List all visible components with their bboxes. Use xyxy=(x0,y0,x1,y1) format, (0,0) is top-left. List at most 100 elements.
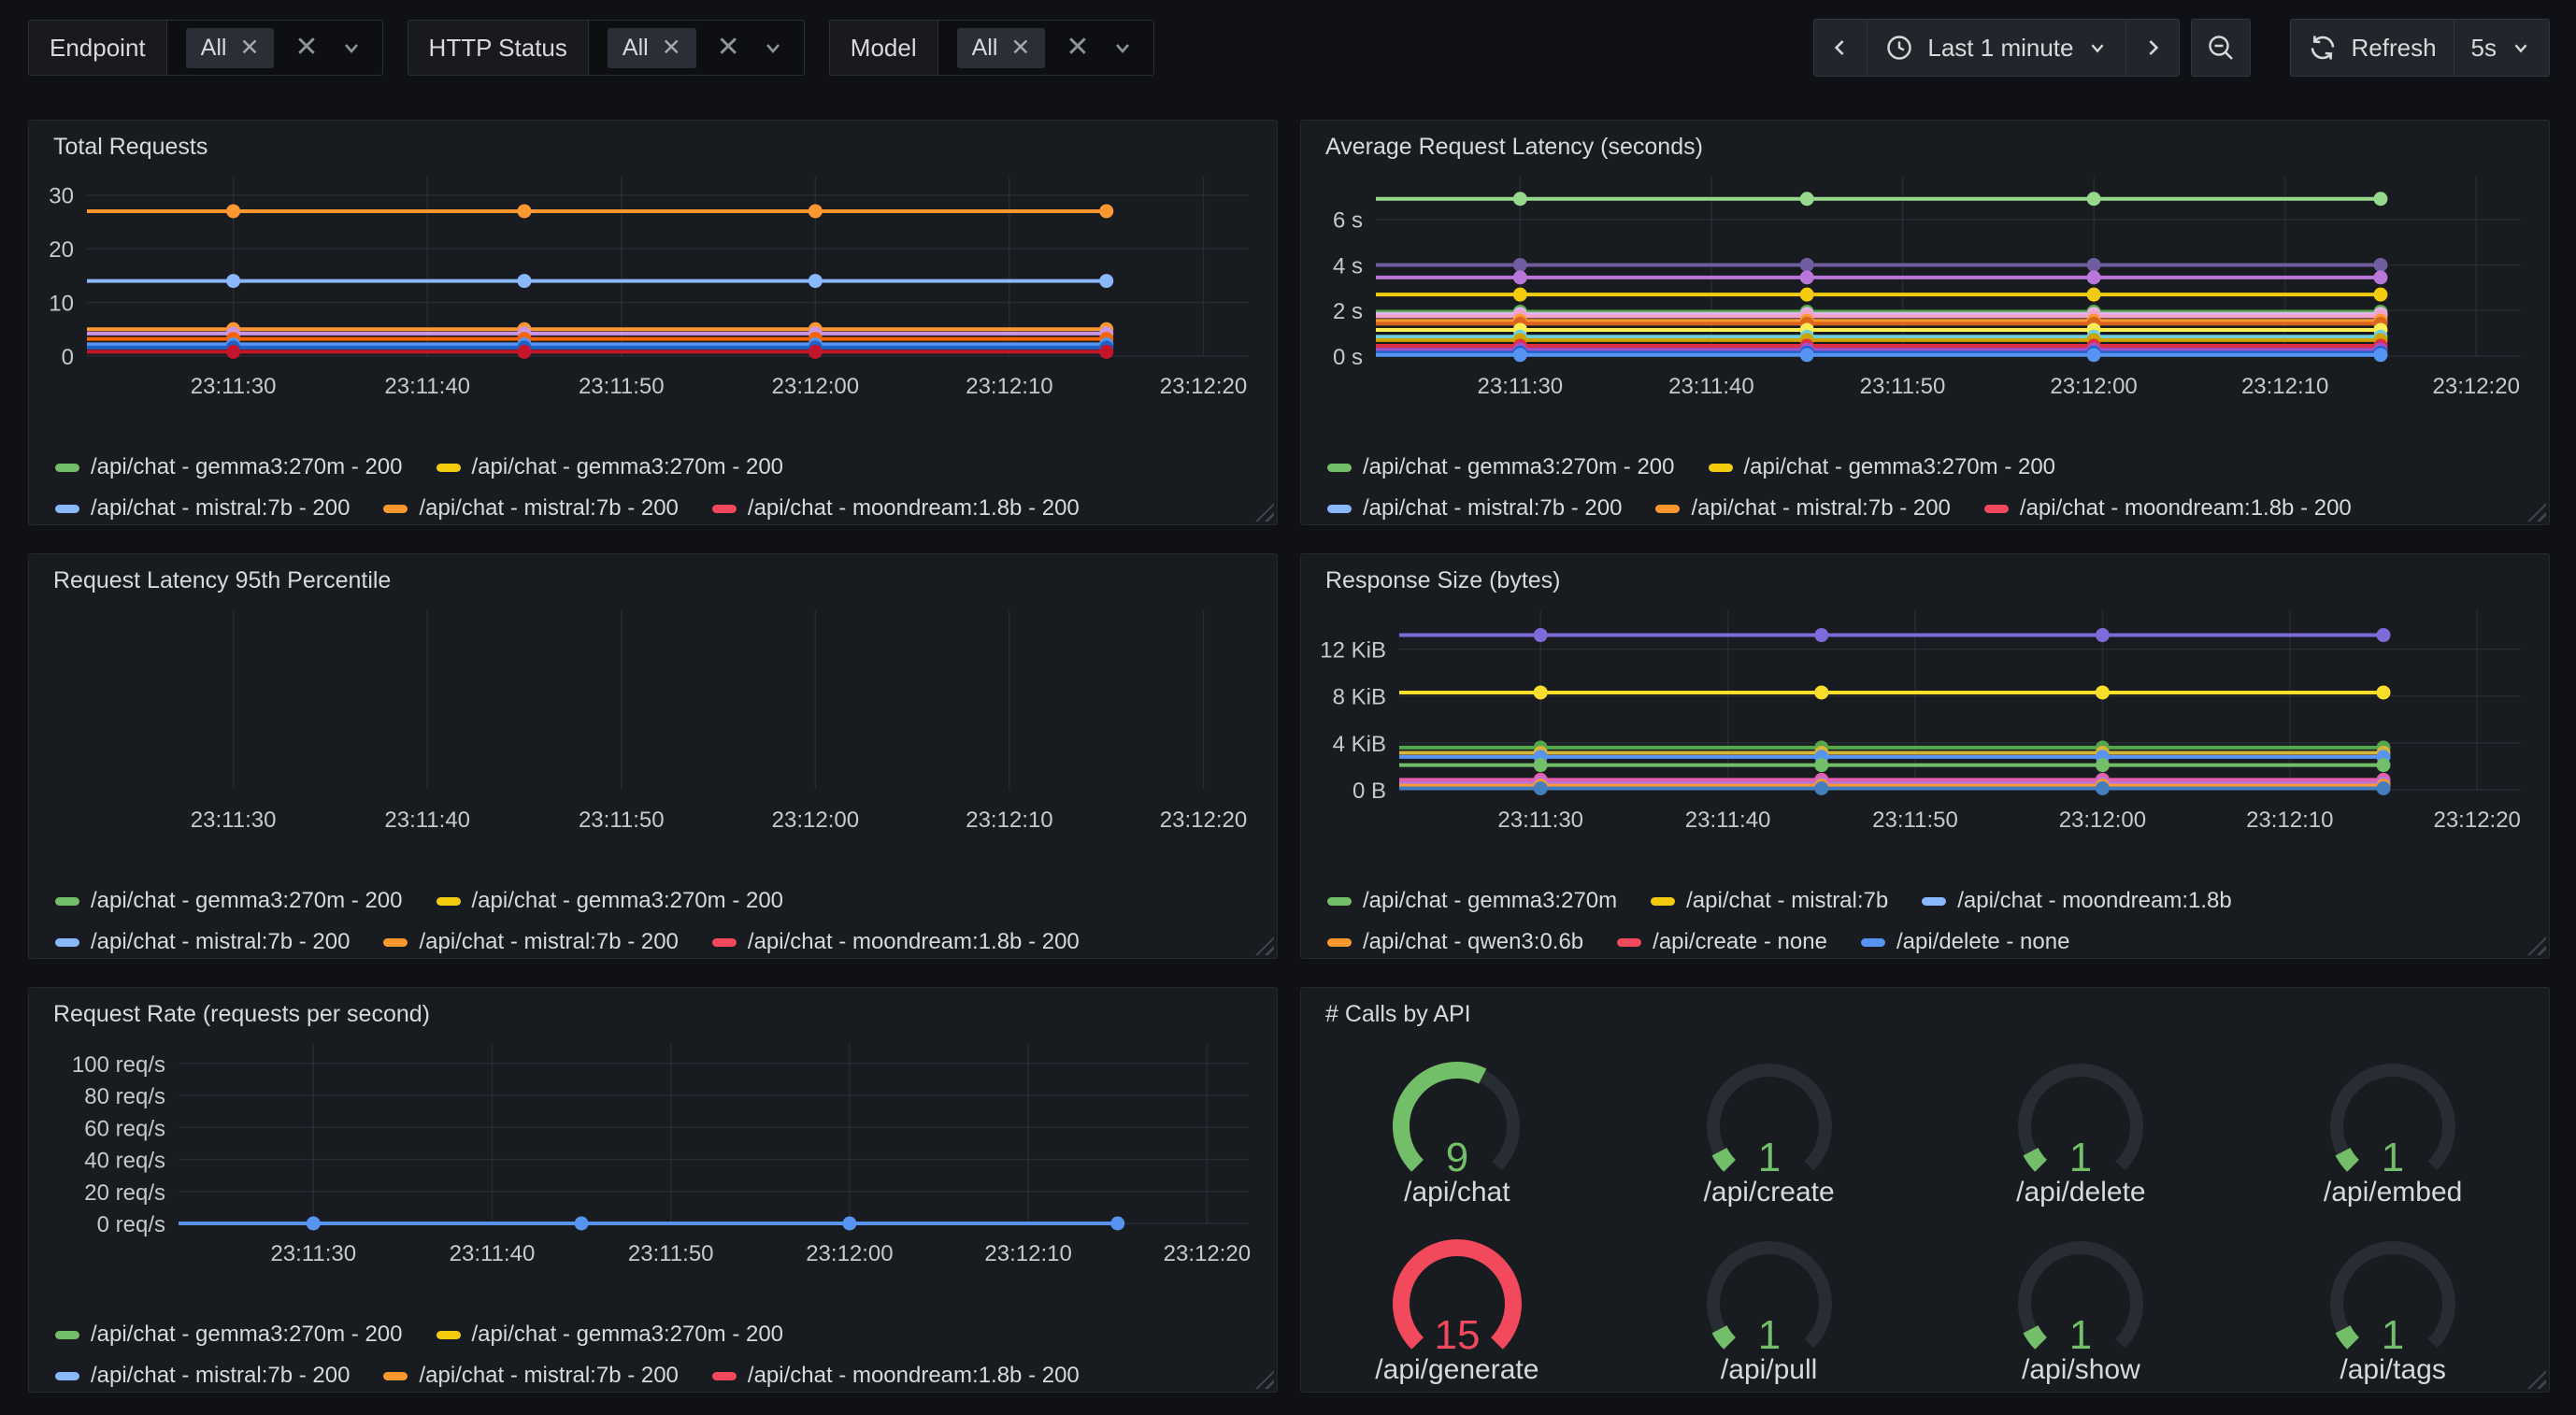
legend-series-swatch xyxy=(55,1372,79,1380)
legend-series-swatch xyxy=(436,464,461,472)
legend-series-label: /api/create - none xyxy=(1653,929,1827,955)
legend-item[interactable]: /api/chat - moondream:1.8b - 200 xyxy=(1984,495,2352,522)
time-range-picker-button[interactable]: Last 1 minute xyxy=(1867,20,2125,76)
gauge-label: /api/pull xyxy=(1721,1354,1817,1386)
legend-item[interactable]: /api/chat - mistral:7b - 200 xyxy=(1327,495,1622,522)
svg-text:0 B: 0 B xyxy=(1352,779,1386,804)
clear-selection-icon[interactable]: ✕ xyxy=(715,34,742,62)
legend-item[interactable]: /api/chat - mistral:7b - 200 xyxy=(55,495,350,522)
filter-model-chip[interactable]: All ✕ xyxy=(957,28,1046,68)
legend-item[interactable]: /api/chat - mistral:7b - 200 xyxy=(383,929,678,955)
chart-plot[interactable]: 0 s2 s4 s6 s23:11:3023:11:4023:11:5023:1… xyxy=(1301,169,2549,447)
filter-endpoint-chip[interactable]: All ✕ xyxy=(186,28,275,68)
filter-endpoint-value[interactable]: All ✕ ✕ xyxy=(166,20,383,76)
chevron-down-icon[interactable] xyxy=(761,36,785,60)
filter-http-status-chip[interactable]: All ✕ xyxy=(608,28,696,68)
svg-text:100 req/s: 100 req/s xyxy=(72,1052,165,1078)
gauge-value: 1 xyxy=(2069,1135,2092,1180)
legend-series-swatch xyxy=(55,938,79,947)
legend-item[interactable]: /api/chat - qwen3:0.6b xyxy=(1327,929,1583,955)
clear-selection-icon[interactable]: ✕ xyxy=(293,34,320,62)
legend-series-label: /api/delete - none xyxy=(1896,929,2069,955)
refresh-icon xyxy=(2308,33,2338,63)
legend-series-swatch xyxy=(436,897,461,906)
panel-title[interactable]: Response Size (bytes) xyxy=(1301,554,2549,601)
time-shift-forward-button[interactable] xyxy=(2125,20,2179,76)
legend-series-swatch xyxy=(712,1372,737,1380)
gauge: 1/api/delete xyxy=(1925,1050,2238,1208)
chart-plot[interactable]: 23:11:3023:11:4023:11:5023:12:0023:12:10… xyxy=(29,603,1277,880)
panel-title[interactable]: # Calls by API xyxy=(1301,988,2549,1035)
legend-item[interactable]: /api/delete - none xyxy=(1861,929,2069,955)
svg-text:23:11:30: 23:11:30 xyxy=(1478,374,1564,399)
gauge-grid: 9/api/chat1/api/create1/api/delete1/api/… xyxy=(1301,1050,2549,1386)
legend-series-label: /api/chat - mistral:7b - 200 xyxy=(1363,495,1622,522)
legend-series-swatch xyxy=(1651,897,1675,906)
svg-text:23:12:20: 23:12:20 xyxy=(2433,374,2520,399)
zoom-out-button[interactable] xyxy=(2192,20,2250,76)
filter-model-value[interactable]: All ✕ ✕ xyxy=(937,20,1154,76)
gauge: 15/api/generate xyxy=(1301,1227,1613,1386)
chart-plot[interactable]: 0 req/s20 req/s40 req/s60 req/s80 req/s1… xyxy=(29,1036,1277,1314)
legend-row: /api/chat - qwen3:0.6b/api/create - none… xyxy=(1327,922,2549,963)
legend-series-label: /api/chat - mistral:7b - 200 xyxy=(91,495,350,522)
legend-item[interactable]: /api/chat - mistral:7b - 200 xyxy=(55,929,350,955)
legend-series-label: /api/chat - mistral:7b - 200 xyxy=(419,495,678,522)
legend-item[interactable]: /api/chat - mistral:7b - 200 xyxy=(383,1363,678,1389)
chart-legend: /api/chat - gemma3:270m - 200/api/chat -… xyxy=(1301,447,2549,529)
legend-item[interactable]: /api/chat - mistral:7b - 200 xyxy=(383,495,678,522)
svg-text:23:11:40: 23:11:40 xyxy=(1668,374,1754,399)
gauge-label: /api/embed xyxy=(2324,1177,2462,1208)
legend-item[interactable]: /api/chat - mistral:7b - 200 xyxy=(55,1363,350,1389)
legend-item[interactable]: /api/chat - mistral:7b - 200 xyxy=(1655,495,1950,522)
panel-title[interactable]: Request Latency 95th Percentile xyxy=(29,554,1277,601)
clear-selection-icon[interactable]: ✕ xyxy=(1064,34,1091,62)
legend-series-swatch xyxy=(712,938,737,947)
panel-title[interactable]: Total Requests xyxy=(29,121,1277,167)
legend-item[interactable]: /api/chat - moondream:1.8b - 200 xyxy=(712,1363,1080,1389)
gauge-label: /api/create xyxy=(1704,1177,1835,1208)
legend-item[interactable]: /api/chat - gemma3:270m - 200 xyxy=(1327,454,1675,480)
legend-item[interactable]: /api/chat - gemma3:270m - 200 xyxy=(436,454,784,480)
legend-item[interactable]: /api/chat - gemma3:270m - 200 xyxy=(1709,454,2056,480)
legend-item[interactable]: /api/chat - gemma3:270m - 200 xyxy=(55,1322,403,1348)
legend-series-label: /api/chat - gemma3:270m - 200 xyxy=(91,454,403,480)
gauge-value: 1 xyxy=(2069,1312,2092,1358)
legend-item[interactable]: /api/chat - gemma3:270m - 200 xyxy=(55,454,403,480)
chevron-down-icon[interactable] xyxy=(339,36,364,60)
chart-plot[interactable]: 0 B4 KiB8 KiB12 KiB23:11:3023:11:4023:11… xyxy=(1301,603,2549,880)
chip-remove-icon[interactable]: ✕ xyxy=(1010,36,1030,60)
legend-item[interactable]: /api/chat - gemma3:270m xyxy=(1327,888,1617,914)
chevron-down-icon[interactable] xyxy=(1110,36,1135,60)
legend-item[interactable]: /api/chat - gemma3:270m - 200 xyxy=(436,1322,784,1348)
chart-plot[interactable]: 010203023:11:3023:11:4023:11:5023:12:002… xyxy=(29,169,1277,447)
legend-series-swatch xyxy=(1327,505,1352,513)
filter-model-label: Model xyxy=(829,20,937,76)
chart-legend: /api/chat - gemma3:270m - 200/api/chat -… xyxy=(29,1314,1277,1396)
chart-legend: /api/chat - gemma3:270m - 200/api/chat -… xyxy=(29,447,1277,529)
legend-item[interactable]: /api/chat - gemma3:270m - 200 xyxy=(436,888,784,914)
legend-series-swatch xyxy=(1327,464,1352,472)
panel-average-request-latency: Average Request Latency (seconds) 0 s2 s… xyxy=(1300,120,2550,525)
legend-item[interactable]: /api/chat - gemma3:270m - 200 xyxy=(55,888,403,914)
filter-http-status-value[interactable]: All ✕ ✕ xyxy=(588,20,805,76)
chip-remove-icon[interactable]: ✕ xyxy=(662,36,681,60)
legend-row: /api/chat - gemma3:270m - 200/api/chat -… xyxy=(55,880,1277,922)
grafana-dashboard: { "toolbar": { "filters": [ {"label": "E… xyxy=(0,0,2576,1415)
legend-item[interactable]: /api/chat - moondream:1.8b xyxy=(1922,888,2232,914)
legend-item[interactable]: /api/chat - mistral:7b xyxy=(1651,888,1888,914)
svg-text:23:11:50: 23:11:50 xyxy=(579,808,665,833)
chip-remove-icon[interactable]: ✕ xyxy=(239,36,259,60)
legend-item[interactable]: /api/create - none xyxy=(1617,929,1827,955)
panel-title[interactable]: Average Request Latency (seconds) xyxy=(1301,121,2549,167)
time-range-group: Last 1 minute xyxy=(1813,19,2180,77)
panel-title[interactable]: Request Rate (requests per second) xyxy=(29,988,1277,1035)
legend-item[interactable]: /api/chat - moondream:1.8b - 200 xyxy=(712,495,1080,522)
svg-text:0: 0 xyxy=(62,345,74,370)
refresh-button[interactable]: Refresh xyxy=(2291,20,2453,76)
svg-text:4 KiB: 4 KiB xyxy=(1333,732,1386,757)
time-shift-back-button[interactable] xyxy=(1814,20,1867,76)
refresh-interval-button[interactable]: 5s xyxy=(2454,20,2549,76)
legend-item[interactable]: /api/chat - moondream:1.8b - 200 xyxy=(712,929,1080,955)
legend-series-swatch xyxy=(1327,897,1352,906)
